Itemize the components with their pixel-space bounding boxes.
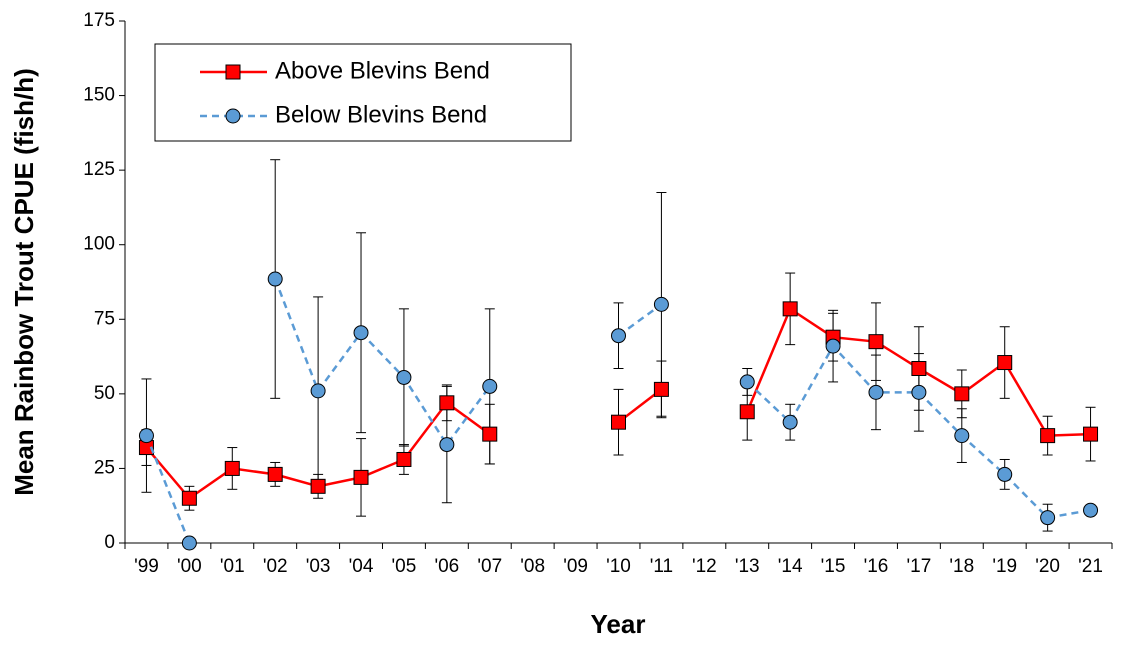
x-tick-label: '11	[650, 556, 673, 577]
point	[181, 490, 197, 506]
x-tick-label: '17	[907, 556, 932, 577]
y-tick-label: 125	[83, 159, 115, 180]
x-tick-label: '10	[606, 556, 631, 577]
x-tick-label: '99	[134, 556, 159, 577]
legend-label: Below Blevins Bend	[275, 101, 487, 128]
point	[353, 469, 369, 485]
x-tick-label: '13	[735, 556, 760, 577]
x-tick-label: '14	[778, 556, 803, 577]
point	[396, 369, 412, 385]
y-tick-label: 50	[94, 383, 115, 404]
x-tick-label: '01	[220, 556, 245, 577]
point	[482, 426, 498, 442]
point	[439, 437, 455, 453]
x-tick-label: '19	[992, 556, 1017, 577]
point	[911, 361, 927, 377]
point	[653, 381, 669, 397]
x-axis-title: Year	[591, 609, 646, 639]
x-tick-label: '03	[306, 556, 331, 577]
x-tick-label: '00	[177, 556, 202, 577]
point	[954, 386, 970, 402]
x-tick-label: '16	[864, 556, 889, 577]
point	[482, 378, 498, 394]
point	[267, 466, 283, 482]
point	[911, 384, 927, 400]
point	[739, 374, 755, 390]
point	[611, 414, 626, 430]
point	[611, 328, 626, 344]
point	[782, 301, 798, 317]
point	[825, 338, 841, 354]
point	[997, 466, 1013, 482]
point	[353, 325, 369, 341]
point	[782, 414, 798, 430]
x-tick-label: '20	[1035, 556, 1060, 577]
x-tick-label: '09	[563, 556, 588, 577]
point	[439, 395, 455, 411]
x-tick-label: '21	[1078, 556, 1103, 577]
point	[739, 404, 755, 420]
point	[1040, 510, 1056, 526]
point	[868, 334, 884, 350]
point	[310, 383, 326, 399]
point	[868, 384, 884, 400]
x-tick-label: '08	[520, 556, 545, 577]
x-tick-label: '06	[434, 556, 459, 577]
x-tick-label: '04	[349, 556, 374, 577]
y-tick-label: 150	[83, 85, 115, 106]
legend-marker	[225, 64, 241, 80]
x-tick-label: '18	[949, 556, 974, 577]
point	[1083, 426, 1099, 442]
point	[1083, 502, 1099, 518]
point	[181, 535, 197, 551]
point	[954, 428, 970, 444]
legend-box	[154, 43, 572, 142]
point	[653, 296, 669, 312]
y-tick-label: 100	[83, 234, 115, 255]
x-tick-label: '12	[692, 556, 717, 577]
x-tick-label: '07	[477, 556, 502, 577]
point	[997, 355, 1013, 371]
x-tick-label: '15	[821, 556, 846, 577]
point	[224, 460, 240, 476]
point	[1040, 428, 1056, 444]
point	[310, 478, 326, 494]
y-tick-label: 0	[104, 532, 115, 553]
legend-marker	[225, 108, 241, 124]
point	[396, 451, 412, 467]
x-tick-label: '05	[392, 556, 417, 577]
legend-label: Above Blevins Bend	[275, 57, 490, 84]
point	[267, 271, 283, 287]
point	[138, 428, 154, 444]
y-tick-label: 25	[94, 457, 115, 478]
y-tick-label: 175	[83, 10, 115, 31]
y-axis-title: Mean Rainbow Trout CPUE (fish/h)	[9, 68, 39, 496]
y-tick-label: 75	[94, 308, 115, 329]
x-tick-label: '02	[263, 556, 288, 577]
